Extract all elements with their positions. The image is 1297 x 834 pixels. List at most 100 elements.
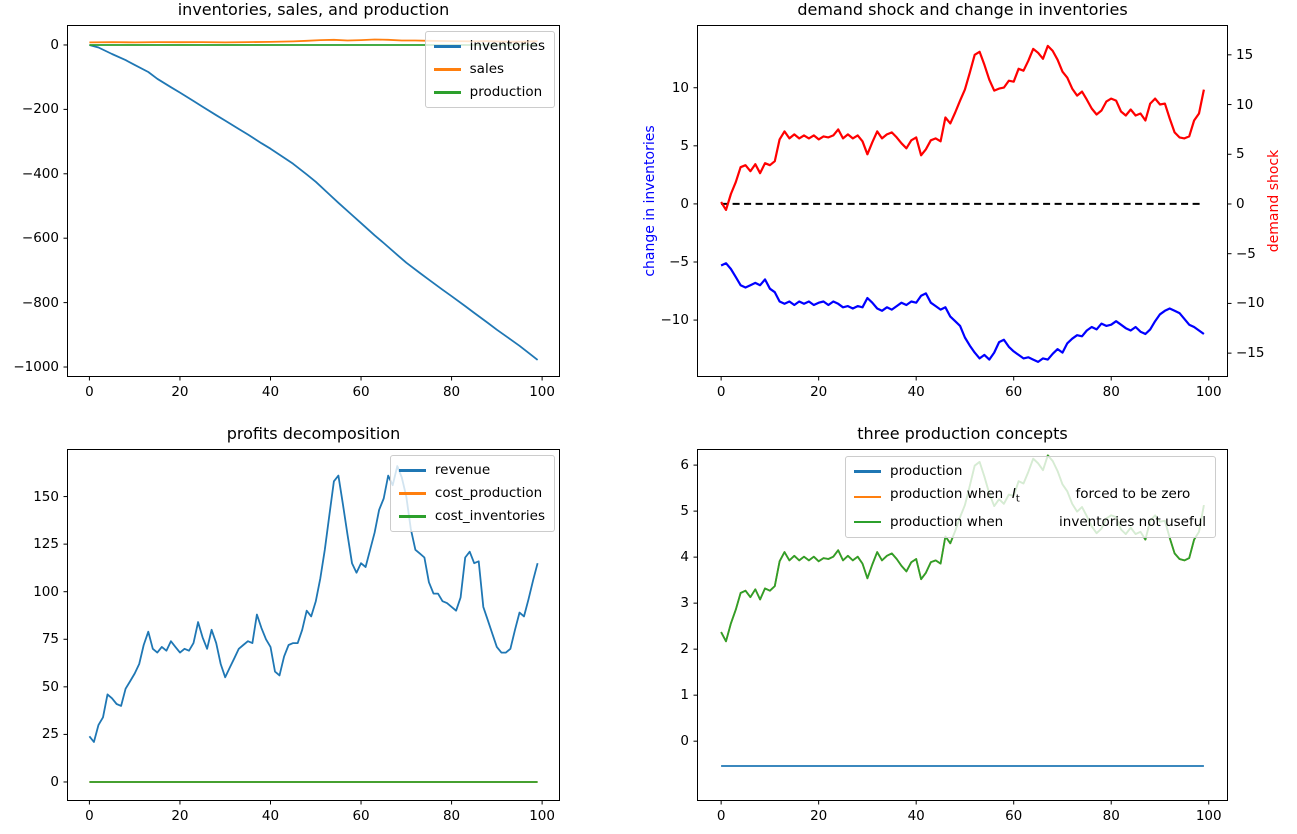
y-tick-label-left: 0: [680, 733, 689, 750]
subplot-demand-shock-change-in-inventories: demand shock and change in inventories c…: [642, 0, 1282, 399]
legend-line-swatch: [433, 91, 461, 94]
x-tick-label: 20: [171, 384, 189, 400]
x-tick-label: 100: [529, 808, 555, 824]
legend-entry: sales: [433, 61, 545, 77]
y-tick-label-left: 6: [680, 457, 689, 474]
y-tick-label-left: −800: [21, 294, 59, 311]
legend-label: production when It forced to be zero: [890, 486, 1191, 505]
subplot-inventories-sales-production: inventories, sales, and production inven…: [13, 0, 560, 399]
y-tick-label-left: −5: [669, 253, 689, 270]
legend-entry: production when inventories not useful: [854, 513, 1207, 530]
legend-label: production: [469, 84, 543, 100]
legend: production production when It forced to b…: [845, 456, 1217, 538]
x-tick-label: 100: [529, 384, 555, 400]
y-tick-label-left: 3: [680, 595, 689, 612]
legend-entry: revenue: [398, 462, 545, 478]
axes-frame: [67, 25, 560, 377]
y-tick-label-left: 100: [33, 583, 59, 600]
legend-entry: production: [854, 464, 1206, 479]
y-tick-label-left: 150: [33, 488, 59, 505]
y-tick-label-right: 10: [1236, 96, 1254, 113]
x-tick-label: 100: [1195, 384, 1222, 400]
y-tick-label-left: 10: [671, 79, 689, 96]
y-tick-label-left: −1000: [13, 359, 59, 376]
x-tick-label: 60: [1005, 808, 1023, 824]
y-tick-label-right: 5: [1236, 146, 1245, 163]
axes-frame: [697, 25, 1228, 377]
y-tick-label-left: −400: [21, 165, 59, 182]
x-tick-label: 60: [352, 808, 370, 824]
y-tick-label-left: 0: [50, 773, 59, 790]
legend-line-swatch: [398, 492, 426, 495]
x-tick-label: 60: [352, 384, 370, 400]
legend-label: cost_inventories: [434, 508, 545, 524]
axes-frame: [697, 449, 1228, 801]
series-line-inventories: [89, 44, 539, 361]
legend-entry: cost_inventories: [398, 508, 545, 524]
legend-label: inventories: [469, 38, 545, 54]
y-tick-label-left: −10: [660, 312, 690, 329]
legend-entry: cost_production: [398, 485, 545, 501]
x-tick-label: 80: [1102, 384, 1120, 400]
legend: revenue cost_production cost_inventories: [389, 455, 555, 532]
plot-area: [63, 449, 560, 805]
legend-label: production when inventories not useful: [890, 513, 1207, 530]
y-tick-label-right: 0: [1236, 195, 1245, 212]
y-tick-label-left: 75: [41, 631, 59, 648]
legend-label: revenue: [434, 462, 491, 478]
x-tick-label: 20: [810, 808, 828, 824]
y-tick-label-left: 25: [41, 726, 59, 743]
legend-line-swatch: [398, 515, 426, 518]
legend-entry: production: [433, 84, 545, 100]
axes-frame: [67, 449, 560, 801]
series-line-demand-shock: [720, 44, 1205, 211]
legend-entry: inventories: [433, 38, 545, 54]
legend-line-swatch: [854, 520, 881, 524]
x-tick-label: 60: [1005, 384, 1023, 400]
y-tick-label-right: −5: [1236, 245, 1256, 262]
x-tick-label: 0: [716, 384, 726, 400]
y-tick-label-right: 15: [1236, 46, 1254, 63]
x-tick-label: 40: [907, 384, 925, 400]
y-tick-label-left: 5: [680, 137, 689, 154]
y-tick-label-left: 125: [33, 536, 59, 553]
x-tick-label: 40: [261, 808, 280, 824]
plot-title: profits decomposition: [226, 424, 401, 443]
plot-title: three production concepts: [857, 424, 1068, 443]
right-y-axis-label: demand shock: [1266, 149, 1282, 253]
y-tick-label-left: 50: [41, 678, 59, 695]
y-tick-label-left: 0: [680, 195, 689, 212]
x-tick-label: 40: [261, 384, 280, 400]
x-tick-label: 0: [85, 808, 94, 824]
subplot-profits-decomposition: profits decomposition revenue cost_produc…: [33, 424, 560, 823]
legend-label: sales: [469, 61, 505, 77]
x-tick-label: 0: [716, 808, 726, 824]
legend-label: cost_production: [434, 485, 543, 501]
y-tick-label-left: −200: [21, 101, 59, 118]
y-tick-label-left: −600: [21, 230, 59, 247]
x-tick-label: 80: [442, 384, 461, 400]
legend: inventories sales production: [424, 31, 555, 108]
subplot-three-production-concepts: three production concepts production prod…: [680, 424, 1228, 823]
y-tick-label-left: 5: [680, 503, 689, 520]
y-tick-label-left: 1: [680, 687, 689, 704]
x-tick-label: 20: [810, 384, 828, 400]
series-line-change-in-inventories: [720, 262, 1205, 363]
series-line-revenue: [88, 465, 539, 743]
legend-line-swatch: [854, 495, 881, 499]
x-tick-label: 80: [442, 808, 461, 824]
legend-entry: production when It forced to be zero: [854, 487, 1206, 507]
x-tick-label: 40: [907, 808, 925, 824]
legend-label: production: [890, 463, 963, 479]
plot-title: demand shock and change in inventories: [797, 0, 1128, 19]
left-y-axis-label: change in inventories: [642, 125, 658, 277]
y-tick-label-right: −10: [1236, 295, 1265, 312]
y-tick-label-right: −15: [1236, 345, 1265, 362]
legend-line-swatch: [433, 45, 461, 48]
y-tick-label-left: 4: [680, 549, 689, 566]
x-tick-label: 80: [1102, 808, 1120, 824]
legend-line-swatch: [398, 469, 426, 472]
x-tick-label: 100: [1195, 808, 1222, 824]
x-tick-label: 20: [171, 808, 189, 824]
legend-line-swatch: [433, 68, 461, 71]
